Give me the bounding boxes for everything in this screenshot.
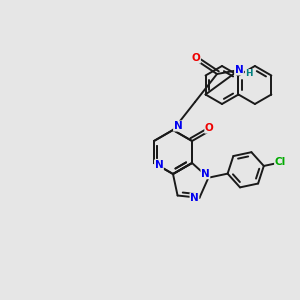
Text: H: H xyxy=(245,70,253,79)
Text: Cl: Cl xyxy=(274,157,286,166)
Text: N: N xyxy=(174,121,182,131)
Text: N: N xyxy=(201,169,210,179)
Text: N: N xyxy=(154,160,163,170)
Text: N: N xyxy=(235,65,243,75)
Text: N: N xyxy=(190,193,199,203)
Text: O: O xyxy=(205,123,214,133)
Text: O: O xyxy=(192,53,200,63)
